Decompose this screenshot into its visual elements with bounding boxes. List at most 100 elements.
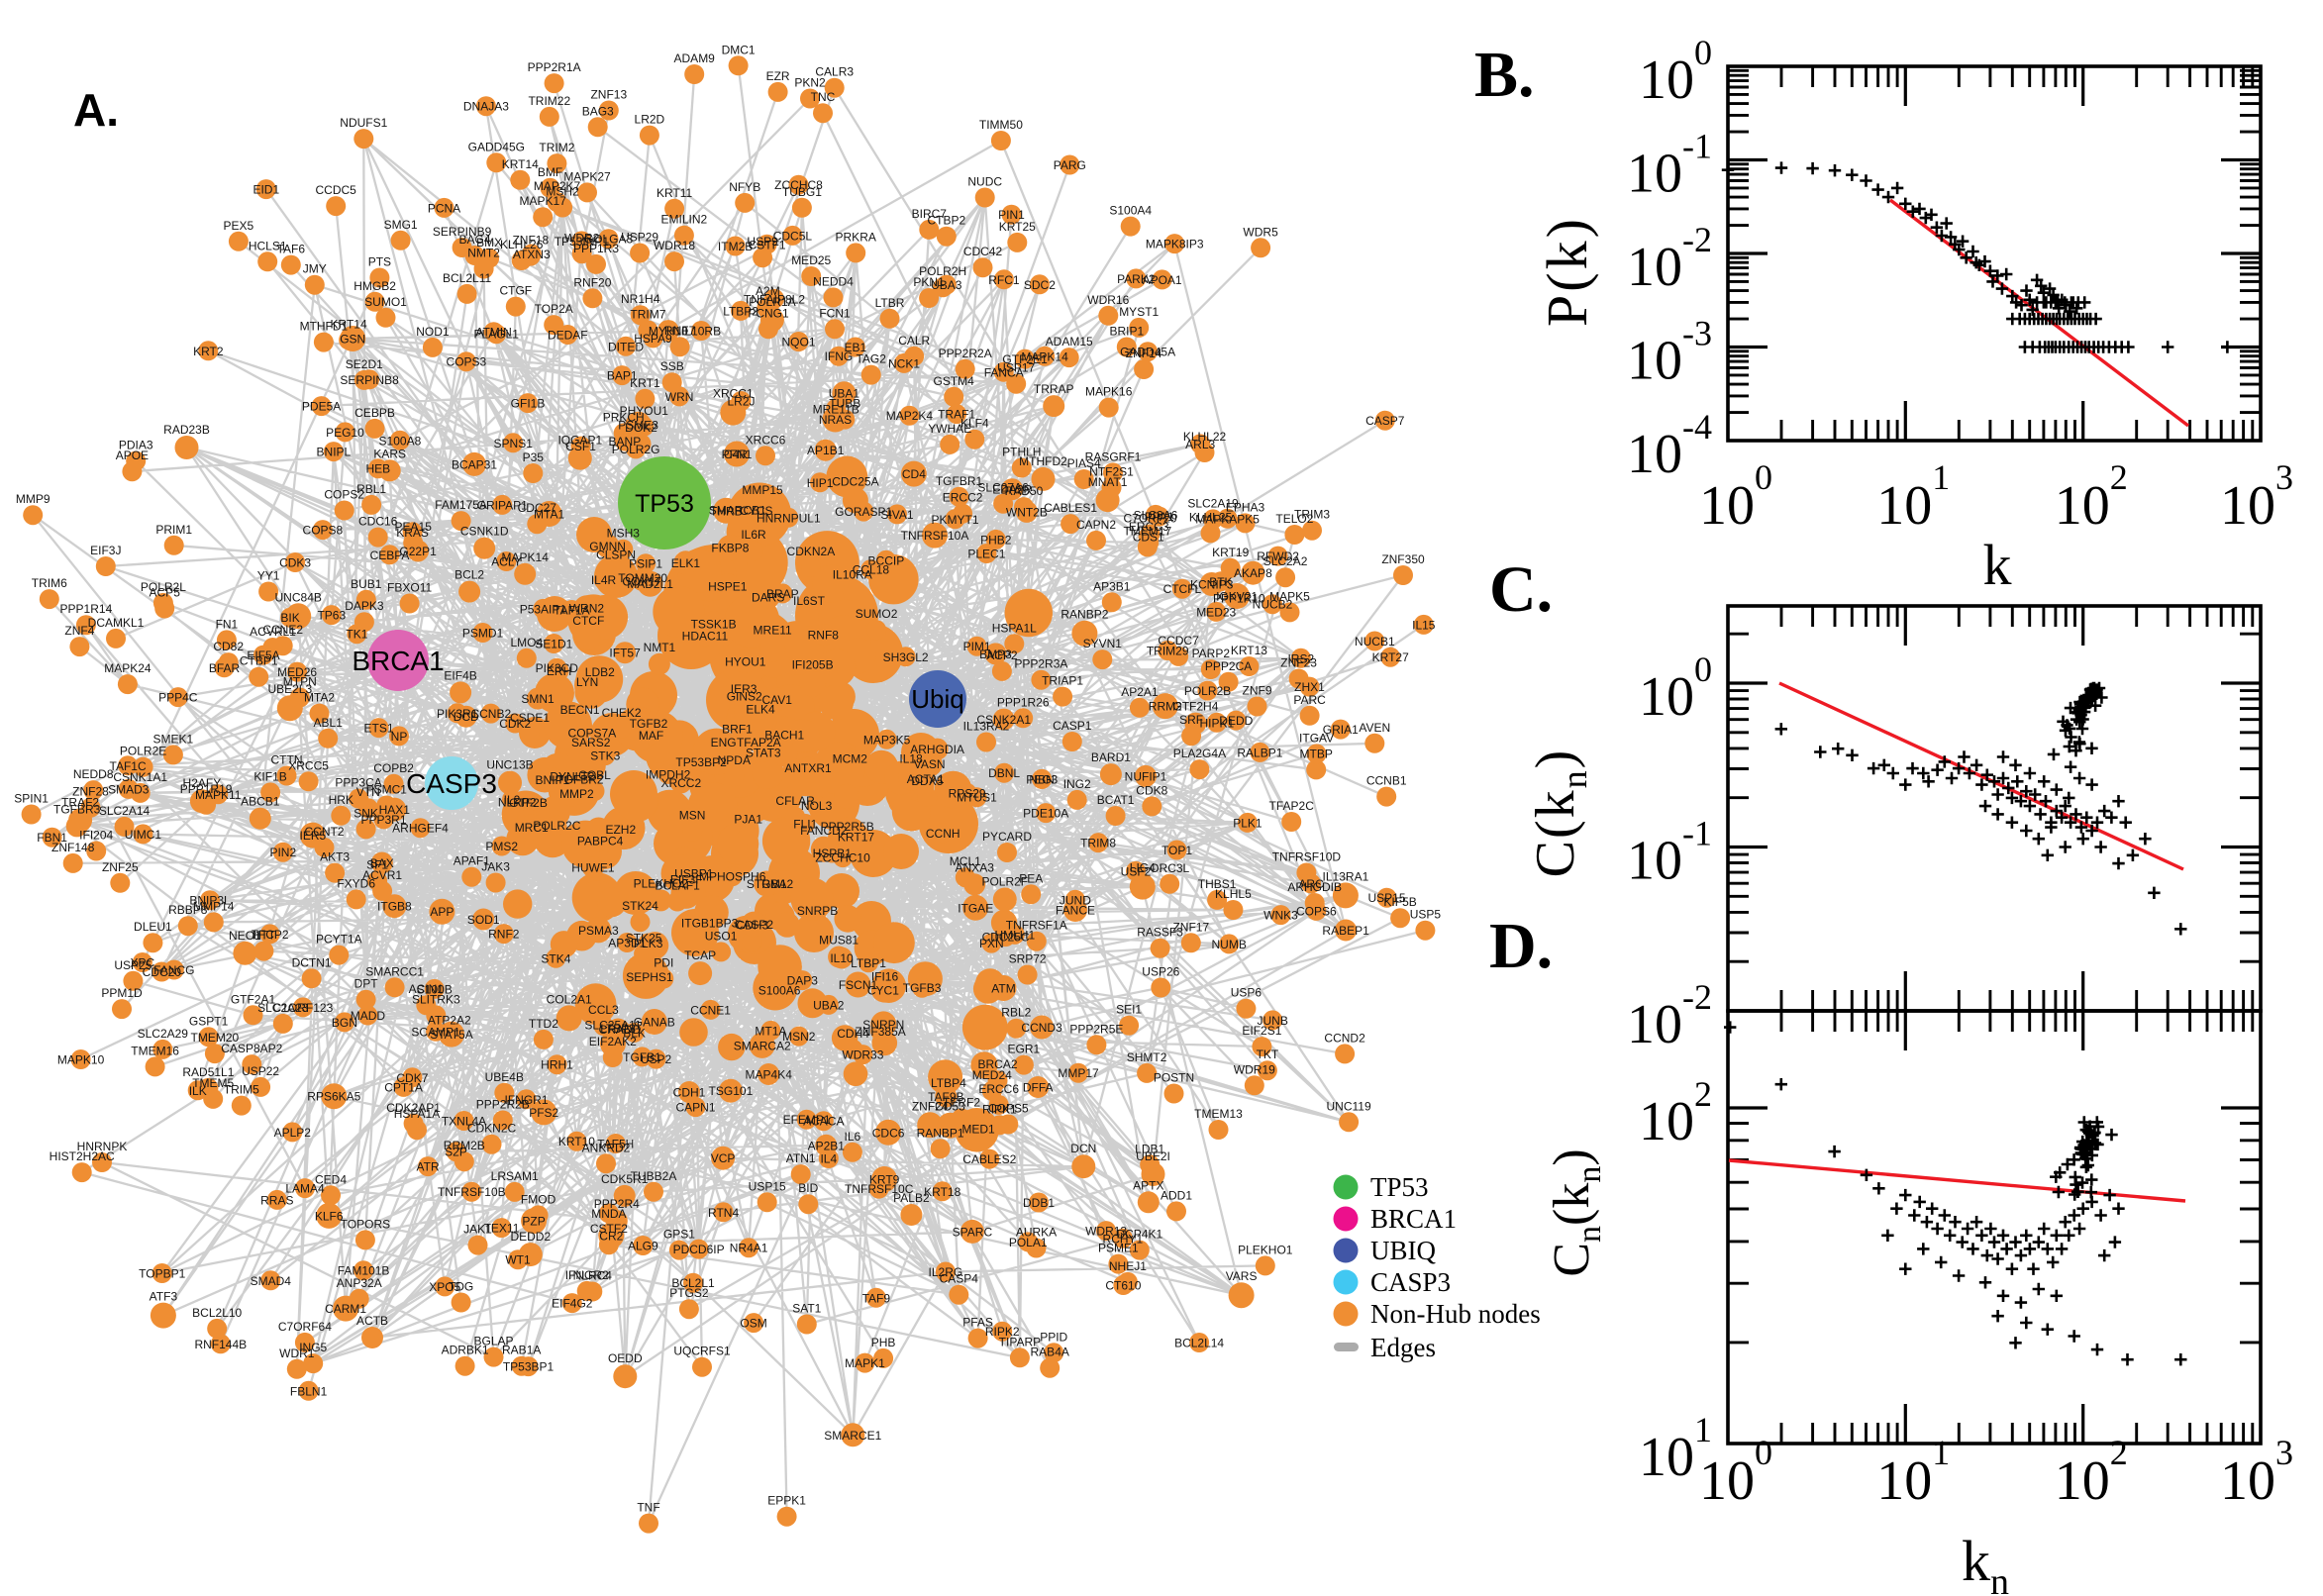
- svg-text:POLA1: POLA1: [1009, 1236, 1048, 1249]
- svg-text:BAP1: BAP1: [607, 369, 638, 383]
- svg-text:GSN: GSN: [340, 333, 365, 347]
- svg-text:MTA2: MTA2: [304, 691, 335, 705]
- svg-text:MAPK16: MAPK16: [1085, 385, 1133, 399]
- svg-text:PPP3R1: PPP3R1: [360, 813, 406, 827]
- svg-text:LRSAM1: LRSAM1: [491, 1169, 539, 1183]
- svg-text:ITGAV: ITGAV: [1299, 731, 1334, 745]
- svg-text:PDCD6IP: PDCD6IP: [673, 1243, 725, 1256]
- svg-text:TERF2: TERF2: [943, 1096, 980, 1110]
- svg-text:BRCA1: BRCA1: [352, 646, 444, 676]
- svg-text:KRAS: KRAS: [396, 526, 429, 540]
- svg-text:USP15: USP15: [1367, 891, 1405, 905]
- svg-text:MMP15: MMP15: [742, 483, 783, 497]
- svg-text:BRCA1: BRCA1: [1370, 1204, 1457, 1234]
- svg-text:CDC6: CDC6: [872, 1126, 905, 1140]
- svg-text:RBBP8: RBBP8: [168, 903, 208, 917]
- svg-text:EMILIN2: EMILIN2: [661, 213, 708, 227]
- svg-text:MTUS1: MTUS1: [957, 791, 997, 805]
- svg-text:KRT2: KRT2: [193, 345, 224, 358]
- svg-text:RASGRF1: RASGRF1: [1085, 449, 1142, 463]
- svg-text:ERH: ERH: [547, 664, 571, 678]
- svg-text:ACP5: ACP5: [150, 586, 181, 600]
- svg-text:UBE4B: UBE4B: [485, 1070, 524, 1084]
- svg-text:IER5: IER5: [300, 829, 327, 843]
- svg-text:DYNLT2: DYNLT2: [550, 769, 594, 783]
- svg-text:PSME1: PSME1: [1098, 1242, 1139, 1255]
- svg-text:PEX5: PEX5: [224, 219, 254, 233]
- svg-text:EIF3J: EIF3J: [90, 544, 121, 557]
- svg-text:S100A6: S100A6: [758, 983, 801, 997]
- svg-text:CD53: CD53: [935, 1100, 965, 1114]
- svg-text:SLC2A14: SLC2A14: [99, 804, 151, 818]
- svg-text:UIMC1: UIMC1: [125, 828, 162, 842]
- svg-text:GTF2A1: GTF2A1: [231, 992, 276, 1006]
- svg-text:KLHL25: KLHL25: [1189, 510, 1233, 524]
- svg-text:WRN: WRN: [665, 390, 694, 404]
- svg-text:PPP4C: PPP4C: [158, 691, 198, 705]
- svg-text:CEBPA: CEBPA: [370, 549, 410, 562]
- svg-text:DEDAF: DEDAF: [548, 329, 588, 343]
- svg-text:RBL1: RBL1: [356, 482, 386, 496]
- svg-text:JUNB: JUNB: [1258, 1014, 1288, 1028]
- svg-text:SERPINB9: SERPINB9: [433, 225, 492, 239]
- svg-text:RALBP1: RALBP1: [1237, 746, 1282, 759]
- svg-text:PCNG1: PCNG1: [748, 306, 789, 320]
- svg-text:RAD23B: RAD23B: [163, 423, 210, 437]
- svg-text:KRT27: KRT27: [1372, 650, 1409, 664]
- svg-text:LDB1: LDB1: [1135, 1142, 1164, 1155]
- svg-text:DOK2: DOK2: [625, 421, 657, 435]
- svg-text:PKN2: PKN2: [794, 76, 826, 90]
- svg-text:IL4R: IL4R: [591, 573, 617, 587]
- svg-text:C.: C.: [1489, 553, 1553, 626]
- svg-text:COBL: COBL: [578, 768, 611, 782]
- svg-text:AVEN: AVEN: [1359, 721, 1390, 735]
- svg-text:JUND: JUND: [1060, 893, 1091, 907]
- svg-text:P53AIP1: P53AIP1: [520, 602, 567, 616]
- svg-text:PFAS: PFAS: [962, 1316, 993, 1330]
- svg-text:SARS2: SARS2: [571, 736, 611, 749]
- svg-text:IL10RB: IL10RB: [681, 325, 721, 339]
- svg-text:HSPA1L: HSPA1L: [992, 621, 1037, 635]
- svg-text:PALB2: PALB2: [893, 1191, 930, 1205]
- svg-text:PARC: PARC: [1293, 693, 1326, 707]
- svg-text:NEDD4: NEDD4: [813, 274, 854, 288]
- svg-text:NTF2S1: NTF2S1: [1089, 465, 1134, 479]
- svg-text:CSDE1: CSDE1: [510, 711, 550, 725]
- svg-text:KRT19: KRT19: [1212, 546, 1249, 559]
- svg-text:ATP2A2: ATP2A2: [428, 1013, 471, 1027]
- svg-text:EFEMP1: EFEMP1: [783, 1113, 831, 1127]
- svg-text:MAP2K4: MAP2K4: [886, 409, 934, 423]
- svg-text:C7ORF20: C7ORF20: [1123, 511, 1176, 525]
- svg-text:COPS2: COPS2: [324, 488, 364, 502]
- svg-text:NCK1: NCK1: [888, 356, 920, 370]
- svg-text:EID1: EID1: [252, 183, 279, 197]
- svg-text:CCNE2: CCNE2: [262, 623, 303, 637]
- svg-text:HRK: HRK: [329, 793, 354, 807]
- svg-text:LDB2: LDB2: [585, 665, 615, 679]
- svg-text:MSN: MSN: [679, 809, 706, 823]
- svg-text:IL6ST: IL6ST: [793, 594, 826, 608]
- svg-text:USP25: USP25: [114, 958, 152, 972]
- svg-text:TGFB1: TGFB1: [623, 1050, 661, 1064]
- svg-text:CDC42: CDC42: [963, 245, 1003, 258]
- svg-text:TRIM22: TRIM22: [528, 94, 570, 108]
- svg-text:ZNF25: ZNF25: [102, 860, 139, 874]
- svg-text:HSPB1: HSPB1: [813, 847, 853, 860]
- svg-text:PRKCH: PRKCH: [603, 411, 645, 425]
- svg-text:PTGS2: PTGS2: [669, 1286, 709, 1300]
- svg-text:TNFRSF10B: TNFRSF10B: [438, 1185, 506, 1199]
- svg-text:MAP4K4: MAP4K4: [746, 1068, 793, 1082]
- svg-text:TRIM5: TRIM5: [224, 1083, 259, 1097]
- svg-text:Cn(kn): Cn(kn): [1544, 1148, 1608, 1276]
- svg-text:LTBP3: LTBP3: [600, 1022, 636, 1036]
- svg-text:KRT14: KRT14: [502, 157, 539, 171]
- svg-text:CCNB1: CCNB1: [1366, 774, 1407, 788]
- svg-text:BGN: BGN: [332, 1016, 357, 1030]
- svg-text:WDR2: WDR2: [564, 231, 600, 245]
- svg-text:PLK1: PLK1: [1233, 816, 1262, 830]
- svg-text:NR4A1: NR4A1: [730, 1242, 768, 1255]
- svg-text:IL6: IL6: [845, 1130, 861, 1144]
- svg-text:CLSPN: CLSPN: [596, 549, 636, 562]
- svg-text:EIF2AK2: EIF2AK2: [589, 1035, 637, 1048]
- svg-text:CTGF: CTGF: [499, 284, 532, 298]
